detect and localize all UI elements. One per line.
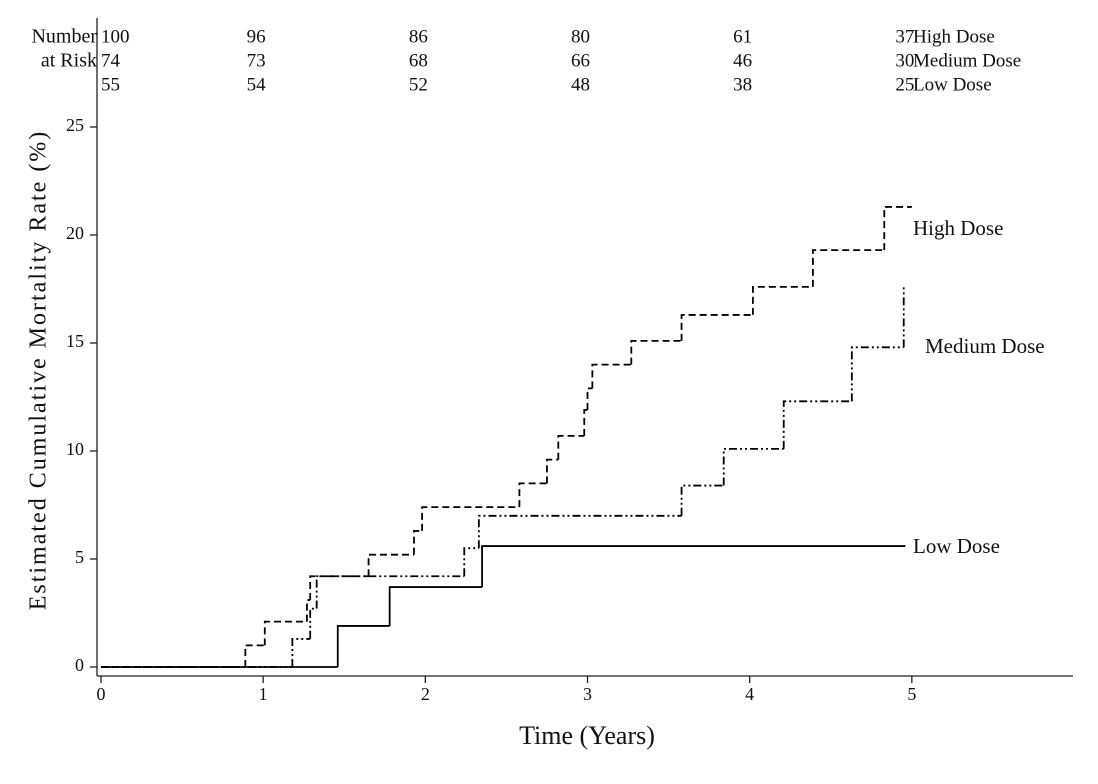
step-segment <box>309 607 317 639</box>
step-segment <box>367 553 414 577</box>
step-segment <box>680 314 753 341</box>
step-segment <box>630 339 682 365</box>
step-segment <box>546 458 559 484</box>
step-segment <box>557 434 585 460</box>
risk-count: 52 <box>409 74 428 95</box>
y-tick-label: 10 <box>66 439 84 459</box>
x-tick-label: 3 <box>583 684 592 704</box>
y-tick-label: 20 <box>66 223 84 243</box>
risk-label: Medium Dose <box>913 50 1021 71</box>
step-segment <box>315 575 465 609</box>
x-axis-label: Time (Years) <box>519 721 655 750</box>
x-tick-label: 0 <box>97 684 106 704</box>
y-tick-label: 25 <box>66 115 84 135</box>
y-axis-label: Estimated Cumulative Mortality Rate (%) <box>26 130 52 611</box>
step-segment <box>477 514 682 549</box>
y-tick-label: 5 <box>75 547 84 567</box>
curve-label: Low Dose <box>913 534 1000 558</box>
risk-count: 80 <box>571 26 590 47</box>
risk-count: 54 <box>247 74 267 95</box>
risk-count: 68 <box>409 50 428 71</box>
step-segment <box>309 575 369 601</box>
risk-count: 73 <box>247 50 266 71</box>
risk-count: 25 <box>895 74 914 95</box>
step-segment <box>680 484 724 516</box>
step-segment <box>306 599 311 622</box>
y-tick-label: 15 <box>66 331 84 351</box>
step-segment <box>591 363 632 389</box>
step-segment <box>722 447 784 486</box>
step-segment <box>583 409 588 436</box>
risk-label: High Dose <box>913 26 995 47</box>
risk-count: 74 <box>101 50 121 71</box>
x-tick-label: 1 <box>259 684 268 704</box>
risk-title: at Risk <box>41 50 97 72</box>
step-segment <box>421 506 520 531</box>
curve-label: Medium Dose <box>925 334 1045 358</box>
step-segment <box>291 638 311 667</box>
y-tick-label: 0 <box>75 655 84 675</box>
risk-count: 100 <box>101 26 130 47</box>
risk-title: Number <box>31 26 97 48</box>
x-tick-label: 5 <box>907 684 916 704</box>
risk-count: 96 <box>247 26 266 47</box>
step-segment <box>518 482 547 508</box>
curve-label: High Dose <box>913 216 1003 240</box>
step-segment <box>263 620 307 646</box>
step-segment <box>586 387 593 410</box>
risk-count: 30 <box>895 50 914 71</box>
risk-count: 66 <box>571 50 590 71</box>
step-segment <box>388 586 483 626</box>
step-segment <box>782 400 852 449</box>
risk-count: 38 <box>733 74 752 95</box>
risk-count: 86 <box>409 26 428 47</box>
step-segment <box>336 625 390 667</box>
risk-count: 37 <box>895 26 914 47</box>
risk-count: 48 <box>571 74 590 95</box>
step-segment <box>463 547 479 577</box>
x-tick-label: 4 <box>745 684 754 704</box>
risk-count: 46 <box>733 50 752 71</box>
x-tick-label: 2 <box>421 684 430 704</box>
step-segment <box>850 346 904 402</box>
step-segment <box>752 285 813 315</box>
risk-count: 61 <box>733 26 752 47</box>
step-segment <box>812 249 885 287</box>
step-segment <box>883 206 912 251</box>
step-segment <box>244 644 265 667</box>
step-segment <box>413 530 423 555</box>
risk-label: Low Dose <box>913 74 992 95</box>
risk-count: 55 <box>101 74 120 95</box>
step-segment <box>481 545 906 588</box>
